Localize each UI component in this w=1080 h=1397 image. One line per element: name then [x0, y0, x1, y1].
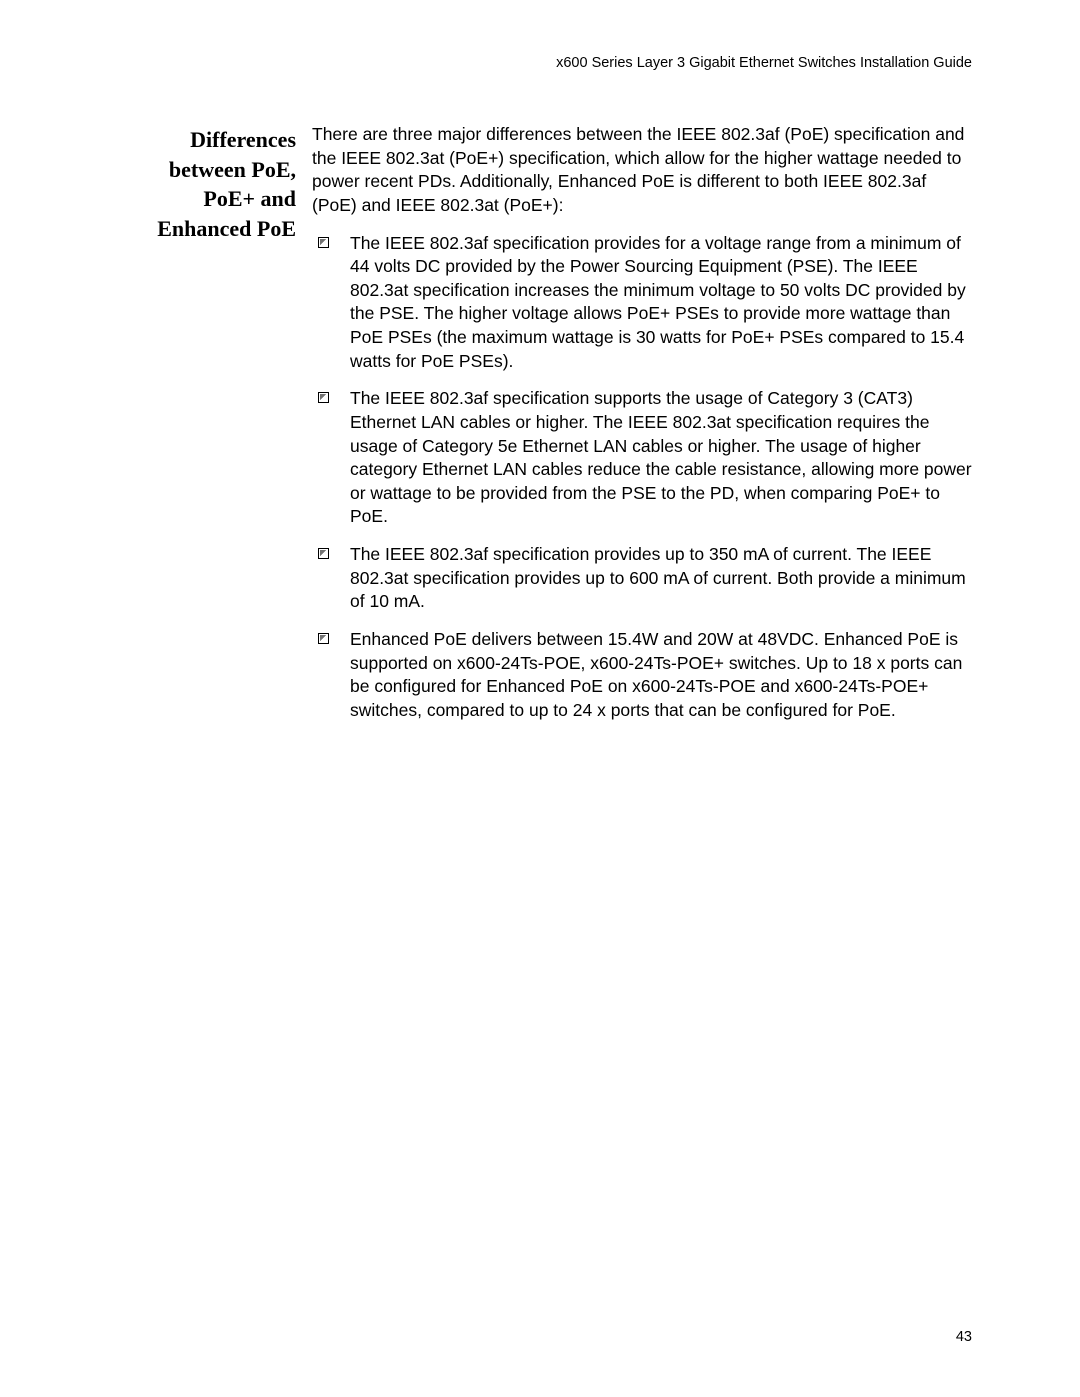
- side-heading-line: PoE+ and: [136, 184, 296, 214]
- bullet-icon: [318, 548, 329, 559]
- bullet-list: The IEEE 802.3af specification provides …: [312, 232, 972, 723]
- list-item: The IEEE 802.3af specification provides …: [312, 543, 972, 614]
- list-item: Enhanced PoE delivers between 15.4W and …: [312, 628, 972, 723]
- running-header: x600 Series Layer 3 Gigabit Ethernet Swi…: [136, 55, 972, 71]
- section-intro-paragraph: There are three major differences betwee…: [312, 123, 972, 218]
- side-heading-line: Enhanced PoE: [136, 214, 296, 244]
- bullet-icon: [318, 392, 329, 403]
- section-body: There are three major differences betwee…: [312, 123, 972, 736]
- list-item-text: The IEEE 802.3af specification provides …: [350, 233, 966, 371]
- list-item: The IEEE 802.3af specification provides …: [312, 232, 972, 374]
- section-side-heading: Differences between PoE, PoE+ and Enhanc…: [136, 123, 312, 244]
- side-heading-line: Differences: [136, 125, 296, 155]
- list-item-text: The IEEE 802.3af specification provides …: [350, 544, 966, 611]
- list-item-text: The IEEE 802.3af specification supports …: [350, 388, 972, 526]
- list-item: The IEEE 802.3af specification supports …: [312, 387, 972, 529]
- list-item-text: Enhanced PoE delivers between 15.4W and …: [350, 629, 962, 720]
- bullet-icon: [318, 237, 329, 248]
- content-row: Differences between PoE, PoE+ and Enhanc…: [136, 123, 972, 736]
- page-number: 43: [956, 1329, 972, 1345]
- bullet-icon: [318, 633, 329, 644]
- page: x600 Series Layer 3 Gigabit Ethernet Swi…: [0, 0, 1080, 1397]
- side-heading-line: between PoE,: [136, 155, 296, 185]
